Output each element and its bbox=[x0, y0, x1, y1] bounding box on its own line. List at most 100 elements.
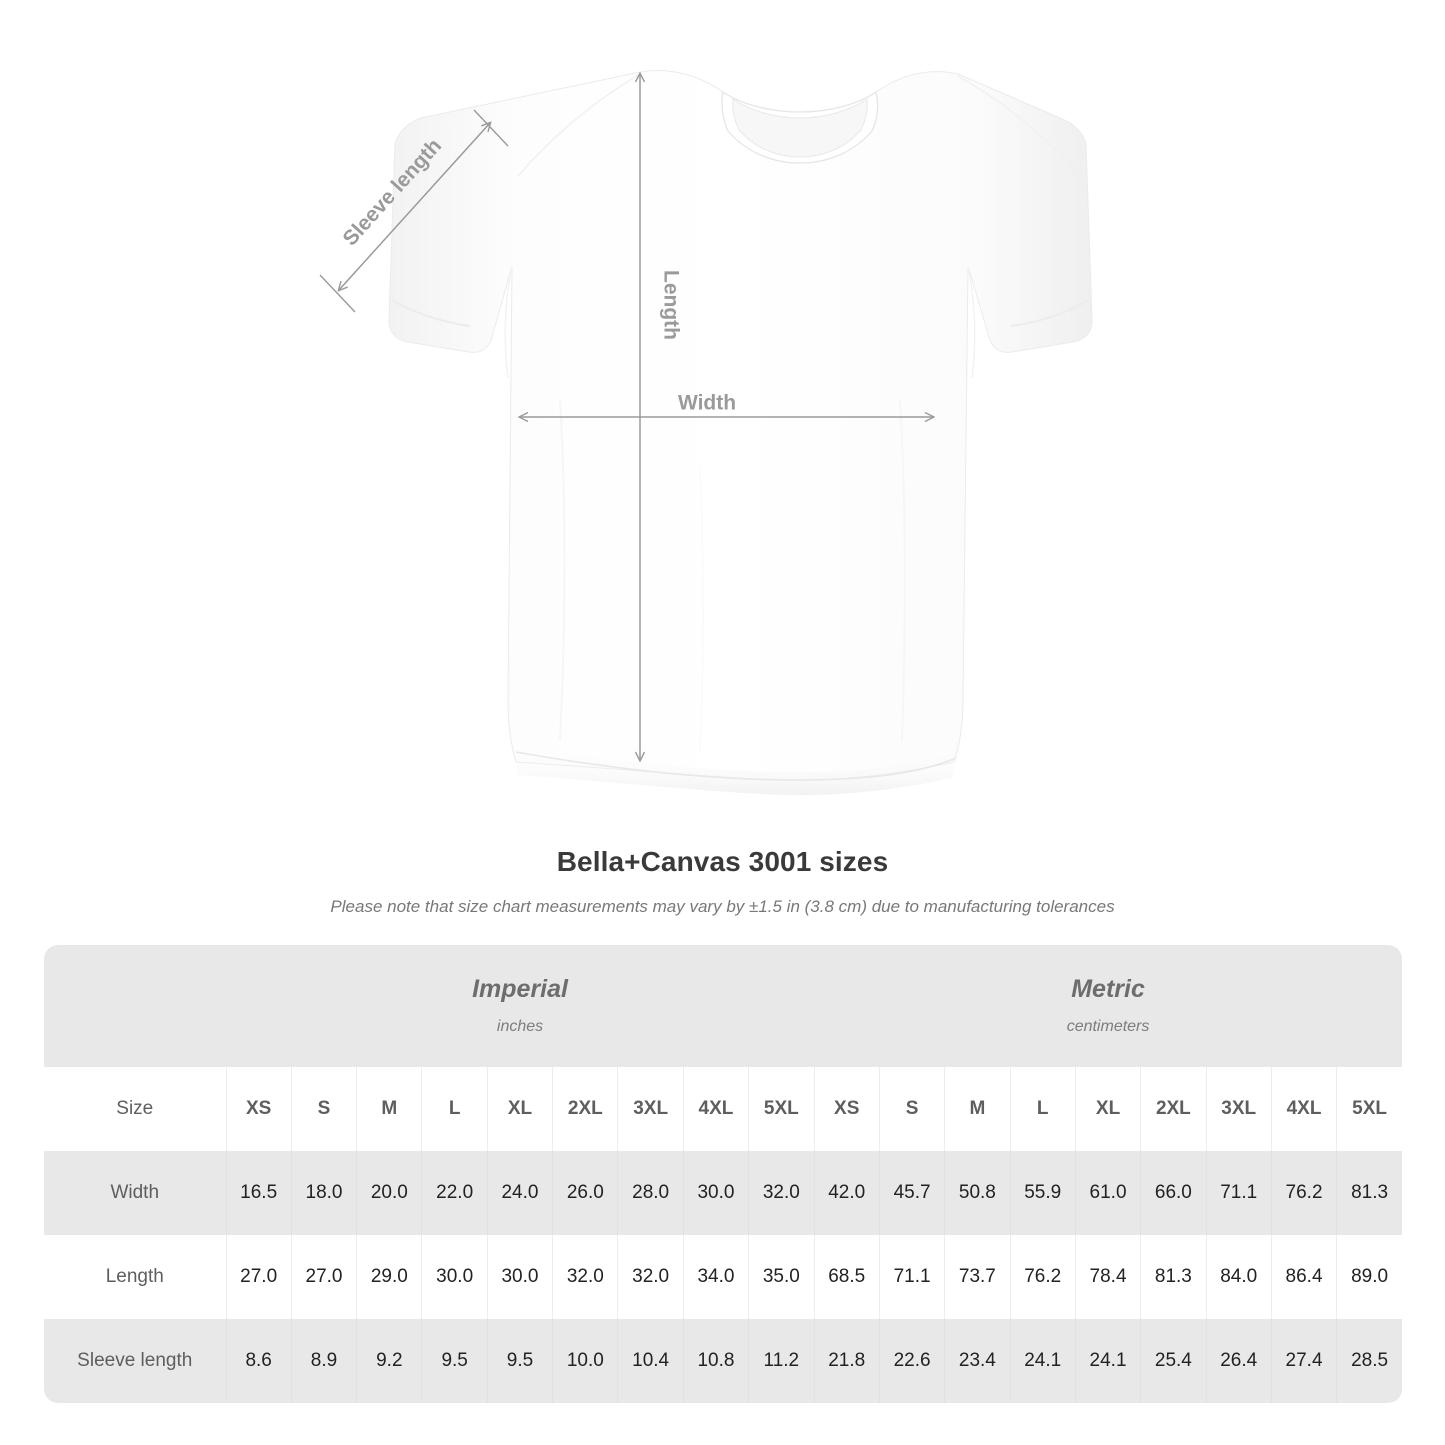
table-cell: 81.3 bbox=[1140, 1235, 1207, 1319]
row-width-label: Width bbox=[44, 1151, 226, 1235]
table-cell: 32.0 bbox=[552, 1235, 618, 1319]
table-cell: 76.2 bbox=[1009, 1235, 1076, 1319]
table-cell: 26.4 bbox=[1205, 1319, 1272, 1403]
tshirt-measurement-diagram: Sleeve length Length Width bbox=[319, 70, 1093, 795]
size-header-cell: 4XL bbox=[682, 1067, 749, 1151]
size-header-cell: S bbox=[878, 1067, 945, 1151]
metric-unit-header-name: Metric bbox=[1071, 975, 1145, 1004]
size-header-cell: 2XL bbox=[1140, 1067, 1207, 1151]
table-cell: 81.3 bbox=[1336, 1151, 1403, 1235]
tshirt-body-shape bbox=[388, 70, 1093, 781]
tshirt-fold-1 bbox=[559, 399, 566, 741]
table-cell: 21.8 bbox=[813, 1319, 880, 1403]
table-cell: 28.5 bbox=[1336, 1319, 1403, 1403]
size-header-cell: 3XL bbox=[1205, 1067, 1272, 1151]
table-cell: 61.0 bbox=[1074, 1151, 1141, 1235]
size-header-cell: 4XL bbox=[1270, 1067, 1337, 1151]
tshirt-neck-opening bbox=[732, 98, 868, 158]
table-cell: 24.1 bbox=[1009, 1319, 1076, 1403]
table-cell: 76.2 bbox=[1270, 1151, 1337, 1235]
sleeve-length-arrow bbox=[339, 123, 490, 290]
table-cell: 66.0 bbox=[1140, 1151, 1207, 1235]
table-cell: 10.8 bbox=[682, 1319, 749, 1403]
table-cell: 86.4 bbox=[1270, 1235, 1337, 1319]
size-header-cell: 5XL bbox=[1336, 1067, 1403, 1151]
table-cell: 32.0 bbox=[617, 1235, 684, 1319]
size-header-cell: XL bbox=[1074, 1067, 1141, 1151]
table-cell: 78.4 bbox=[1074, 1235, 1141, 1319]
table-cell: 45.7 bbox=[878, 1151, 945, 1235]
table-cell: 71.1 bbox=[1205, 1151, 1272, 1235]
size-chart-table: Imperial inches Metric centimeters Size XS S M L… bbox=[44, 945, 1403, 1403]
size-header-cell: S bbox=[290, 1067, 357, 1151]
row-width: Width 16.5 18.0 20.0 22.0 24.0 26.0 28.0 30.0 32.… bbox=[44, 1151, 1403, 1235]
size-header-cell: XL bbox=[486, 1067, 553, 1151]
metric-unit-header: Metric centimeters bbox=[814, 945, 1403, 1067]
width-label: Width bbox=[678, 392, 736, 415]
imperial-unit-header-subtitle: inches bbox=[496, 1018, 544, 1036]
size-header-row: Size XS S M L XL 2XL 3XL 4XL 5XL XS S M L XL 2XL 3XL 4XL 5… bbox=[44, 1067, 1403, 1151]
size-chart-table-wrap: Imperial inches Metric centimeters Size XS S M L… bbox=[44, 945, 1403, 1403]
size-header-cell: M bbox=[944, 1067, 1011, 1151]
table-cell: 27.0 bbox=[225, 1235, 292, 1319]
size-header-cell: 3XL bbox=[617, 1067, 684, 1151]
table-cell: 84.0 bbox=[1205, 1235, 1272, 1319]
size-header-cell: M bbox=[356, 1067, 422, 1151]
table-cell: 8.9 bbox=[290, 1319, 357, 1403]
table-cell: 35.0 bbox=[748, 1235, 815, 1319]
table-cell: 30.0 bbox=[421, 1235, 488, 1319]
size-header-row-label: Size bbox=[44, 1067, 226, 1151]
table-cell: 30.0 bbox=[486, 1235, 553, 1319]
table-cell: 68.5 bbox=[813, 1235, 880, 1319]
table-cell: 55.9 bbox=[1009, 1151, 1076, 1235]
tshirt-shoulder-seam-left bbox=[517, 73, 641, 177]
table-cell: 34.0 bbox=[682, 1235, 749, 1319]
table-cell: 24.0 bbox=[486, 1151, 553, 1235]
table-cell: 9.2 bbox=[356, 1319, 422, 1403]
imperial-unit-header-name: Imperial bbox=[472, 975, 568, 1004]
tshirt-bottom-hem bbox=[515, 744, 956, 795]
size-header-cell: 5XL bbox=[748, 1067, 815, 1151]
table-cell: 20.0 bbox=[356, 1151, 422, 1235]
unit-header-row: Imperial inches Metric centimeters bbox=[44, 945, 1403, 1067]
tshirt-hem-line bbox=[515, 751, 957, 781]
metric-unit-header-subtitle: centimeters bbox=[1066, 1018, 1150, 1036]
table-cell: 22.0 bbox=[421, 1151, 488, 1235]
table-cell: 42.0 bbox=[813, 1151, 880, 1235]
table-cell: 29.0 bbox=[356, 1235, 422, 1319]
table-cell: 28.0 bbox=[617, 1151, 684, 1235]
table-cell: 18.0 bbox=[290, 1151, 357, 1235]
table-cell: 8.6 bbox=[225, 1319, 292, 1403]
size-header-cell: L bbox=[421, 1067, 488, 1151]
table-cell: 30.0 bbox=[682, 1151, 749, 1235]
table-cell: 50.8 bbox=[944, 1151, 1011, 1235]
tshirt-graphic bbox=[388, 70, 1093, 795]
table-cell: 11.2 bbox=[748, 1319, 815, 1403]
tshirt-fold-3 bbox=[699, 469, 704, 753]
table-cell: 16.5 bbox=[225, 1151, 292, 1235]
imperial-unit-header: Imperial inches bbox=[226, 945, 815, 1067]
tshirt-armhole-right bbox=[967, 265, 976, 379]
row-length-label: Length bbox=[44, 1235, 226, 1319]
table-cell: 89.0 bbox=[1336, 1235, 1403, 1319]
title-block: Bella+Canvas 3001 sizes Please note that… bbox=[0, 845, 1445, 917]
table-cell: 27.4 bbox=[1270, 1319, 1337, 1403]
table-cell: 27.0 bbox=[290, 1235, 357, 1319]
tshirt-fold-2 bbox=[899, 399, 906, 743]
sleeve-length-tick-lower bbox=[319, 274, 356, 313]
table-cell: 26.0 bbox=[552, 1151, 618, 1235]
tshirt-armhole-left bbox=[504, 265, 513, 379]
row-sleeve-length: Sleeve length 8.6 8.9 9.2 9.5 9.5 10.0 10.4 10.8… bbox=[44, 1319, 1403, 1403]
size-header-cell: XS bbox=[225, 1067, 292, 1151]
table-cell: 73.7 bbox=[944, 1235, 1011, 1319]
page-title: Bella+Canvas 3001 sizes bbox=[556, 846, 889, 877]
table-cell: 32.0 bbox=[748, 1151, 815, 1235]
table-cell: 10.4 bbox=[617, 1319, 684, 1403]
table-cell: 71.1 bbox=[878, 1235, 945, 1319]
table-cell: 9.5 bbox=[486, 1319, 553, 1403]
table-cell: 25.4 bbox=[1140, 1319, 1207, 1403]
table-cell: 9.5 bbox=[421, 1319, 488, 1403]
table-cell: 22.6 bbox=[878, 1319, 945, 1403]
row-length: Length 27.0 27.0 29.0 30.0 30.0 32.0 32.0 34.0 35… bbox=[44, 1235, 1403, 1319]
tshirt-sleeve-hem-left bbox=[391, 299, 471, 327]
